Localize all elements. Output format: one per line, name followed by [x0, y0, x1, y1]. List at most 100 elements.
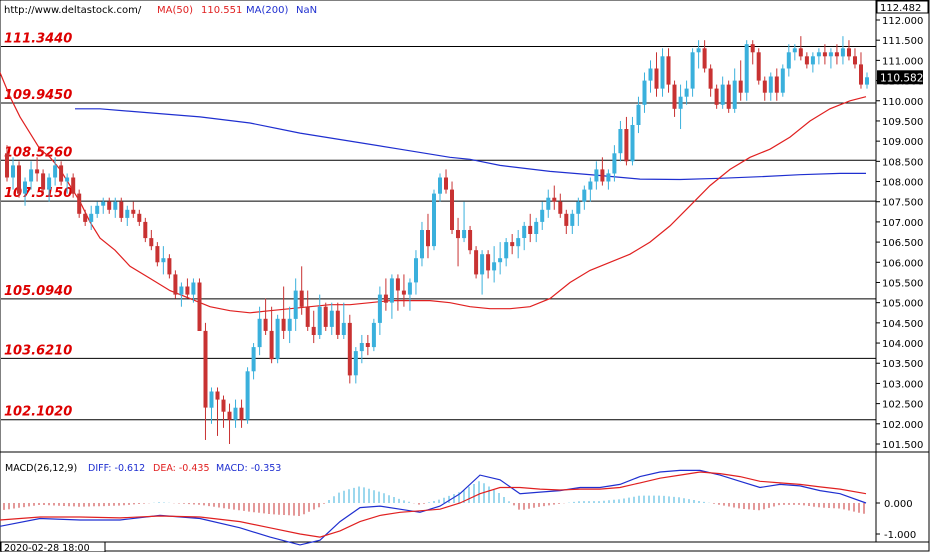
candle-bull	[29, 169, 34, 182]
candle-bear	[672, 84, 677, 109]
candle-bull	[317, 306, 322, 335]
price-tick-label: 112.000	[882, 16, 923, 27]
macd-axis: 0.000 -1.000	[876, 499, 916, 541]
candle-bull	[480, 254, 485, 275]
ma200-line-group	[75, 108, 866, 181]
price-tick-label: 105.500	[882, 278, 923, 289]
candle-bull	[245, 371, 250, 420]
candle-bull	[570, 213, 575, 226]
candle-bear	[552, 197, 557, 202]
candle-bull	[125, 209, 130, 218]
candle-bear	[859, 64, 863, 85]
last-price-value: 110.582	[880, 72, 923, 84]
candle-bear	[762, 80, 767, 93]
candle-bear	[426, 230, 430, 247]
ma200-label: MA(200)	[246, 5, 288, 16]
candle-bear	[119, 201, 124, 218]
site-url: http://www.deltastock.com/	[4, 5, 142, 16]
price-tick-label: 105.000	[882, 299, 923, 310]
candle-bull	[648, 68, 653, 81]
level-label: 105.0940	[4, 284, 72, 299]
macd-tick-label: 0.000	[884, 499, 913, 510]
candle-bear	[822, 52, 827, 57]
candlestick-series	[5, 36, 869, 444]
candle-bull	[23, 181, 27, 194]
top-price-label: 112.482	[880, 3, 921, 14]
candle-bull	[612, 153, 617, 174]
candle-bear	[143, 221, 148, 239]
level-label: 108.5260	[4, 145, 72, 160]
level-label: 103.6210	[4, 343, 72, 358]
candle-bear	[600, 169, 605, 182]
candle-bear	[227, 411, 232, 420]
candle-bear	[41, 173, 46, 190]
candle-bear	[804, 56, 809, 65]
time-axis-frame	[0, 541, 930, 552]
candle-bear	[269, 330, 274, 360]
candle-bull	[696, 48, 701, 53]
candle-bull	[65, 177, 70, 182]
candle-bear	[77, 193, 82, 214]
candle-bear	[35, 169, 40, 174]
candle-bull	[420, 230, 424, 259]
candle-bull	[113, 201, 118, 210]
candle-bull	[684, 88, 689, 97]
candle-bull	[389, 278, 394, 303]
candle-bear	[173, 274, 178, 295]
candle-bear	[847, 48, 851, 57]
candle-bear	[395, 278, 400, 291]
candle-bull	[840, 48, 845, 57]
candle-bear	[197, 282, 202, 331]
price-tick-label: 102.500	[882, 400, 923, 411]
candle-bear	[750, 44, 755, 53]
level-label: 111.3440	[4, 31, 72, 46]
candle-bear	[281, 318, 286, 331]
macd-tick-label: -1.000	[884, 530, 916, 541]
macd-diff-label: DIFF: -0.612	[88, 463, 145, 474]
candle-bear	[131, 209, 136, 214]
candle-bull	[588, 181, 593, 190]
ma200-line	[75, 108, 866, 181]
macd-dea-label: DEA: -0.435	[153, 463, 210, 474]
candle-bull	[89, 213, 94, 222]
candle-bull	[11, 165, 15, 178]
candle-bear	[137, 213, 142, 222]
support-resistance-levels: 111.3440 109.9450 108.5260 107.5150 105.0940…	[1, 31, 876, 421]
candle-bear	[450, 189, 454, 230]
candle-bear	[510, 242, 515, 247]
candle-bear	[444, 177, 448, 190]
candle-bear	[654, 68, 659, 89]
candle-bull	[576, 201, 581, 214]
candle-bear	[456, 230, 460, 239]
last-price-tag	[877, 70, 923, 85]
candle-bear	[401, 290, 406, 295]
level-label: 107.5150	[4, 186, 72, 201]
candle-bear	[474, 250, 479, 275]
candle-bull	[329, 310, 334, 327]
candle-bear	[239, 407, 244, 420]
candle-bull	[582, 189, 587, 202]
candle-bear	[71, 177, 76, 194]
price-tick-label: 103.500	[882, 359, 923, 370]
price-tick-label: 102.000	[882, 420, 923, 431]
level-label: 109.9450	[4, 88, 72, 103]
candle-bull	[257, 318, 262, 348]
price-tick-label: 104.000	[882, 339, 923, 350]
candle-bull	[438, 177, 442, 194]
candle-bear	[798, 48, 803, 57]
candle-bull	[594, 169, 599, 182]
candle-bear	[17, 165, 21, 194]
candle-bear	[299, 290, 304, 307]
candle-bull	[865, 77, 869, 85]
candle-bull	[690, 52, 695, 89]
candle-bull	[179, 286, 184, 295]
candle-bear	[311, 326, 316, 335]
candle-bull	[251, 347, 256, 372]
candle-bull	[744, 44, 749, 93]
candle-bear	[221, 399, 226, 412]
candle-bull	[287, 318, 292, 331]
candle-bull	[660, 56, 665, 89]
candle-bull	[720, 84, 725, 105]
candle-bull	[498, 258, 503, 263]
